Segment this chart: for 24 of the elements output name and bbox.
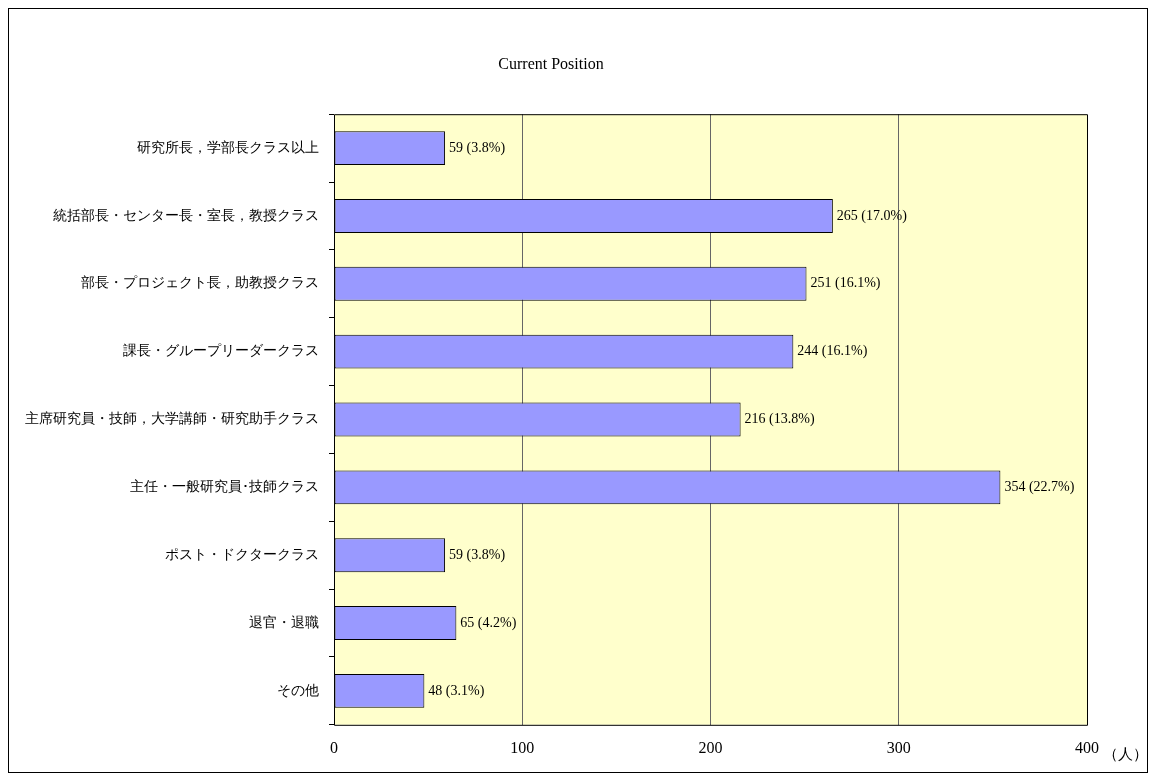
y-tick-label: 主任・一般研究員･技師クラス xyxy=(130,477,319,494)
data-label: 59 (3.8%) xyxy=(449,139,506,156)
x-tick-label: 0 xyxy=(330,738,338,756)
data-label: 354 (22.7%) xyxy=(1004,479,1075,496)
data-label: 59 (3.8%) xyxy=(449,546,506,563)
y-tick-label: 研究所長，学部長クラス以上 xyxy=(137,138,319,155)
x-tick-label: 400 xyxy=(1075,738,1099,756)
y-tick-label: 部長・プロジェクト長，助教授クラス xyxy=(81,274,319,291)
data-label: 65 (4.2%) xyxy=(460,614,517,631)
y-tick-label: 統括部長・センター長・室長，教授クラス xyxy=(53,206,319,223)
y-tick-label: その他 xyxy=(277,681,319,698)
x-tick-label: 100 xyxy=(510,738,535,756)
data-label: 48 (3.1%) xyxy=(428,682,485,699)
y-tick-label: ポスト・ドクタークラス xyxy=(165,545,319,562)
x-tick-label: 300 xyxy=(886,738,911,756)
chart-title: Current Position xyxy=(498,54,604,72)
data-label: 216 (13.8%) xyxy=(744,411,815,428)
x-tick-label: 200 xyxy=(698,738,723,756)
y-tick-label: 課長・グループリーダークラス xyxy=(123,342,319,359)
y-tick-label: 退官・退職 xyxy=(249,613,319,630)
x-axis-title: （人） xyxy=(1103,744,1148,763)
data-label: 251 (16.1%) xyxy=(810,275,881,292)
data-label: 244 (16.1%) xyxy=(797,343,868,360)
y-tick-label: 主席研究員・技師，大学講師・研究助手クラス xyxy=(25,410,319,427)
